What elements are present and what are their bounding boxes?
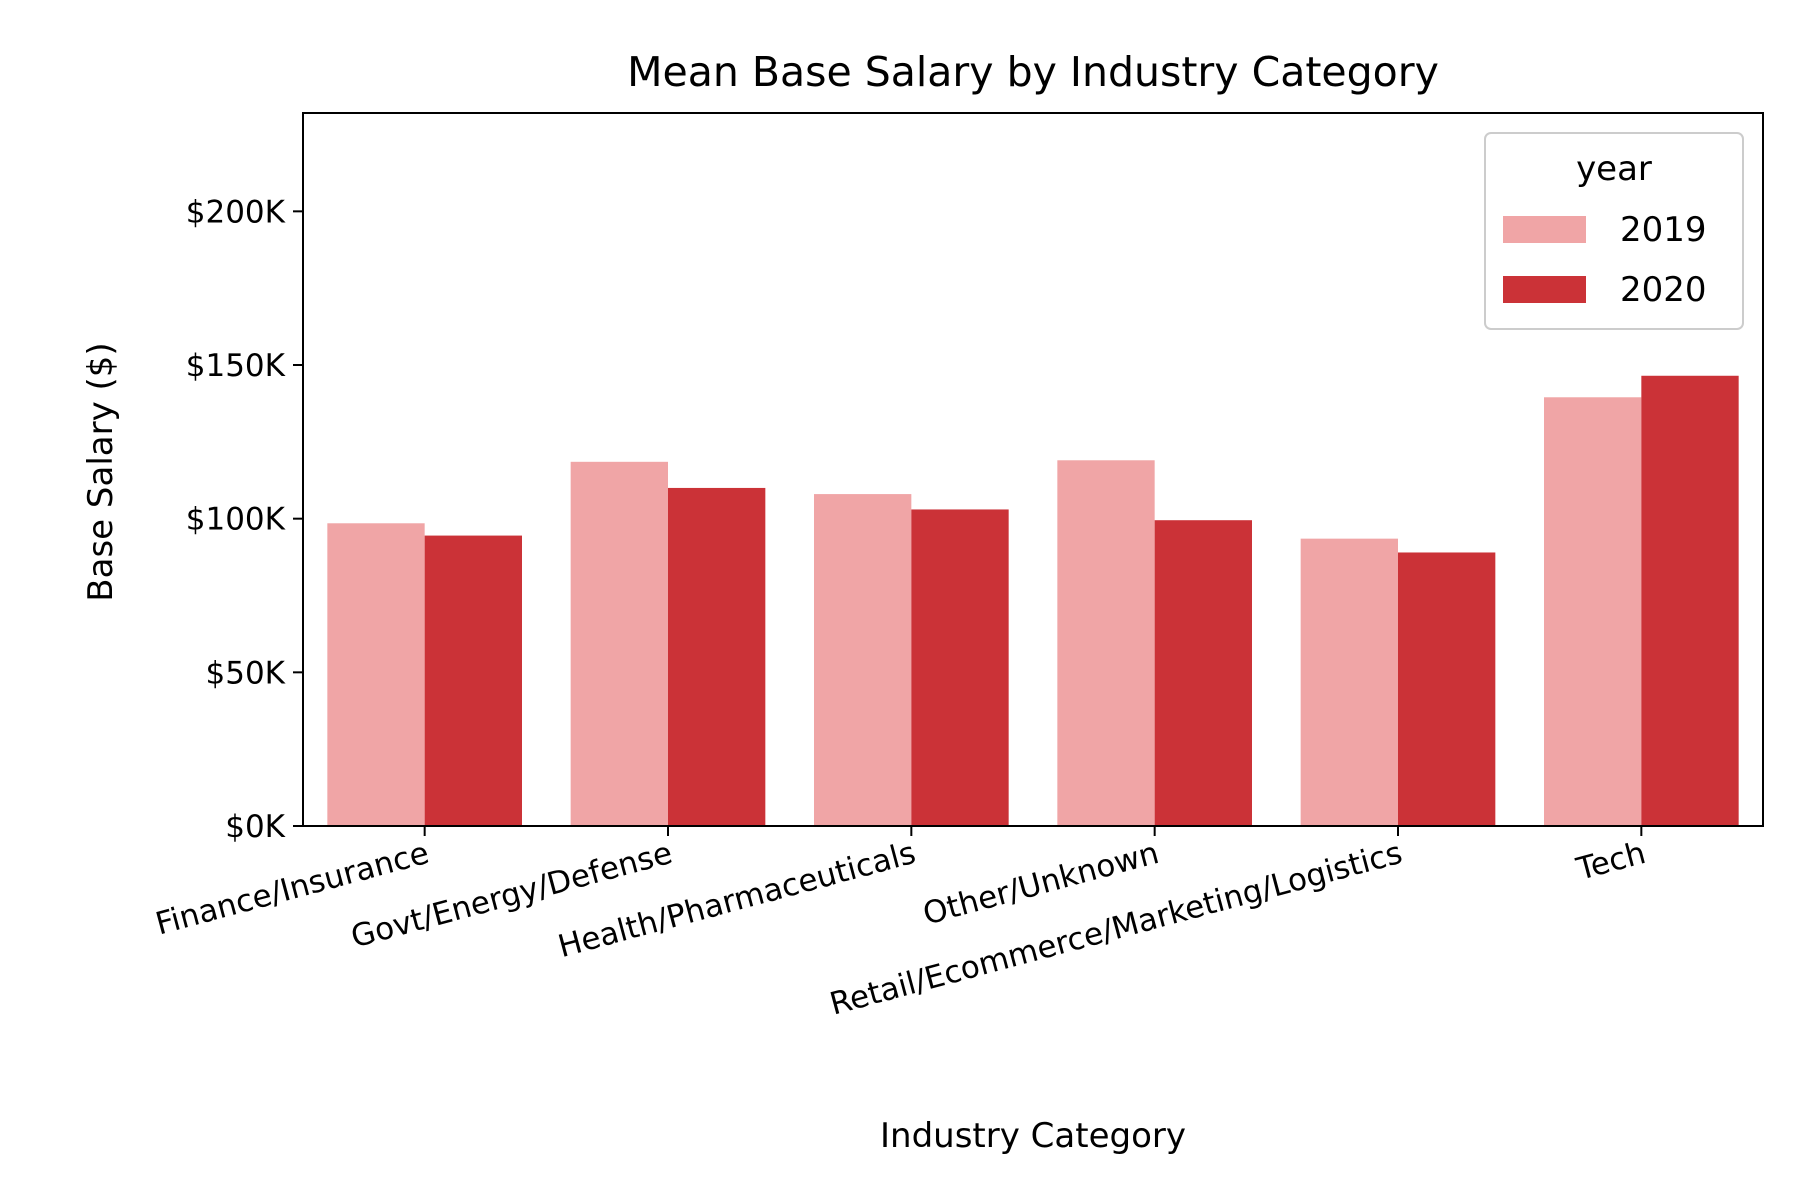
x-axis: Finance/InsuranceGovt/Energy/DefenseHeal… [152,826,1649,1023]
bar-2019-3 [1057,460,1155,826]
y-tick-label: $200K [186,194,286,230]
plot-frame [302,112,1764,827]
legend: year 2019 2020 [1484,132,1744,330]
bar-2019-2 [814,494,912,826]
y-tick-label: $100K [186,502,286,538]
bar-2020-5 [1641,375,1739,826]
bar-2020-1 [668,487,766,826]
legend-title: year [1576,149,1652,189]
bar-2019-0 [327,523,425,826]
legend-swatch-2019 [1503,216,1586,243]
bar-2020-0 [424,535,522,826]
legend-swatch-2020 [1503,276,1586,303]
y-axis-label: Base Salary ($) [81,342,121,601]
y-tick-label: $50K [206,655,286,691]
bar-2019-4 [1300,538,1398,826]
bar-2020-3 [1154,520,1252,826]
bar-2019-5 [1544,397,1642,826]
y-tick-label: $150K [186,348,286,384]
bar-2019-1 [570,461,668,826]
legend-label-2019: 2019 [1620,210,1707,250]
x-tick-label: Tech [1572,835,1649,888]
chart-title: Mean Base Salary by Industry Category [627,48,1439,96]
bar-2020-4 [1398,552,1496,826]
legend-label-2020: 2020 [1620,270,1707,310]
bar-2020-2 [911,509,1009,826]
y-axis-label-group: Base Salary ($) [81,342,121,601]
y-tick-label: $0K [225,809,285,845]
bars-layer [327,375,1739,826]
x-axis-label: Industry Category [880,1116,1186,1156]
y-axis: $0K $50K $100K $150K $200K [186,194,303,845]
